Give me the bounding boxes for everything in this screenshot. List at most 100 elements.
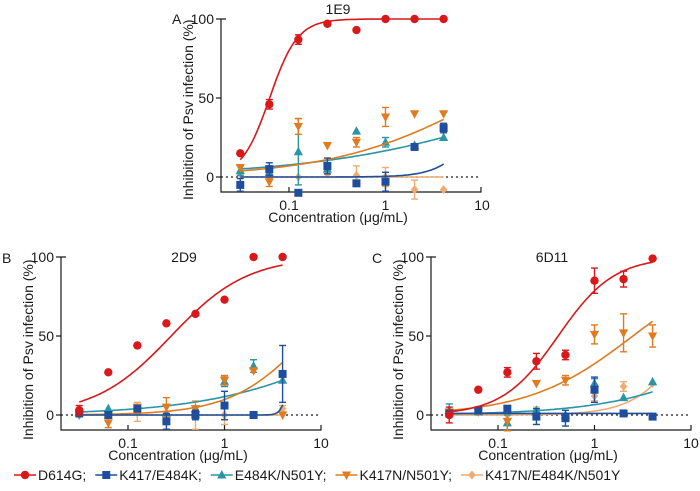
data-point — [381, 177, 390, 186]
data-point — [532, 357, 541, 366]
data-point — [438, 132, 449, 141]
x-tick-label: 0.1 — [118, 435, 138, 451]
y-axis-label: Inhibition of Psv infection (%) — [390, 259, 406, 440]
data-point — [619, 274, 628, 284]
legend-item: K417N/E484K/N501Y — [460, 467, 621, 483]
data-point — [647, 332, 658, 341]
data-point — [294, 188, 303, 197]
legend-item: K417N/N501Y; — [335, 467, 452, 483]
data-point — [294, 35, 303, 44]
data-point — [220, 401, 229, 410]
data-point — [220, 295, 229, 304]
data-point — [561, 350, 570, 360]
x-tick-label: 10 — [474, 197, 490, 213]
axes — [60, 256, 322, 431]
data-point — [323, 19, 332, 28]
data-point — [162, 417, 171, 426]
data-point — [277, 411, 288, 420]
x-tick-label: 1 — [221, 435, 229, 451]
data-point — [352, 25, 361, 35]
panel-b: B 2D9 Inhibition of Psv infection (%) Co… — [2, 249, 329, 463]
y-tick-label: 50 — [198, 90, 214, 106]
data-point — [190, 405, 201, 414]
data-point — [236, 180, 245, 189]
x-axis-label: Concentration (μg/mL) — [478, 447, 618, 463]
y-axis-label: Inhibition of Psv infection (%) — [20, 259, 36, 440]
fit-curve — [79, 379, 283, 413]
legend-item: K417/E484K; — [95, 467, 202, 483]
data-point — [381, 14, 390, 24]
data-point — [648, 412, 657, 421]
panel-letter: B — [2, 250, 11, 266]
panel-c: C 6D11 Inhibition of Psv infection (%) C… — [372, 249, 699, 463]
data-point — [248, 367, 259, 376]
data-point — [380, 113, 391, 122]
fit-curve — [79, 404, 284, 416]
panel-title: 6D11 — [536, 249, 569, 265]
data-point — [249, 411, 258, 419]
series-d614g — [445, 254, 657, 424]
x-tick-label: 0.1 — [488, 435, 508, 451]
fit-curve — [239, 18, 444, 161]
fit-curve — [240, 136, 444, 170]
data-point — [278, 404, 287, 414]
x-tick-label: 1 — [382, 197, 390, 213]
data-point — [278, 252, 287, 262]
data-point — [264, 178, 274, 187]
data-point — [162, 319, 171, 328]
data-point — [474, 406, 483, 415]
legend-item: D614G; — [14, 467, 86, 483]
data-point — [503, 368, 512, 377]
data-point — [293, 146, 303, 156]
legend: D614G; K417/E484K; E484K/N501Y; K417N/N501Y… — [14, 467, 621, 483]
data-point — [561, 414, 570, 423]
panel-letter: A — [172, 11, 182, 27]
x-axis-label: Concentration (μg/mL) — [108, 447, 248, 463]
legend-marker-icon — [217, 470, 227, 479]
data-point — [590, 385, 599, 394]
fit-curve — [79, 361, 284, 416]
series-d614g — [236, 14, 448, 161]
legend-marker-icon — [341, 471, 352, 480]
data-point — [502, 417, 512, 427]
data-point — [278, 369, 287, 378]
legend-label: D614G; — [38, 467, 86, 483]
data-point — [191, 411, 200, 419]
fit-curve — [240, 163, 445, 178]
plot-area: 0 50 100 0.1 1 10 — [31, 249, 329, 451]
data-point — [75, 406, 84, 415]
fit-curve — [449, 261, 653, 413]
y-tick-label: 100 — [31, 249, 55, 265]
fit-curve — [449, 320, 654, 412]
data-point — [560, 376, 571, 386]
series-k417-e484k — [445, 376, 657, 427]
data-point — [133, 341, 142, 350]
series-k417-e484k — [75, 344, 287, 430]
legend-marker-icon — [468, 470, 476, 480]
legend-item: E484K/N501Y; — [210, 467, 326, 483]
series-k417-e484k — [236, 122, 448, 197]
legend-marker-icon — [102, 471, 111, 479]
y-tick-label: 0 — [416, 407, 424, 423]
data-point — [619, 382, 628, 392]
data-point — [293, 122, 303, 132]
plot-area: 0 50 100 0.1 1 10 — [191, 11, 490, 213]
data-point — [104, 411, 113, 419]
data-point — [503, 404, 512, 413]
series-k417n-n501y — [74, 361, 288, 429]
data-point — [351, 126, 362, 135]
x-tick-label: 10 — [313, 435, 329, 451]
fit-curve — [449, 384, 654, 416]
axes — [220, 18, 482, 193]
data-point — [619, 409, 628, 418]
data-point — [474, 385, 483, 394]
y-tick-label: 50 — [408, 328, 424, 344]
data-point — [532, 412, 541, 421]
y-tick-label: 0 — [46, 407, 54, 423]
y-axis-label: Inhibition of Psv infection (%) — [180, 19, 196, 200]
data-point — [439, 185, 448, 195]
data-point — [352, 170, 361, 180]
x-tick-label: 10 — [683, 435, 699, 451]
x-tick-label: 1 — [591, 435, 599, 451]
y-tick-label: 50 — [38, 328, 54, 344]
